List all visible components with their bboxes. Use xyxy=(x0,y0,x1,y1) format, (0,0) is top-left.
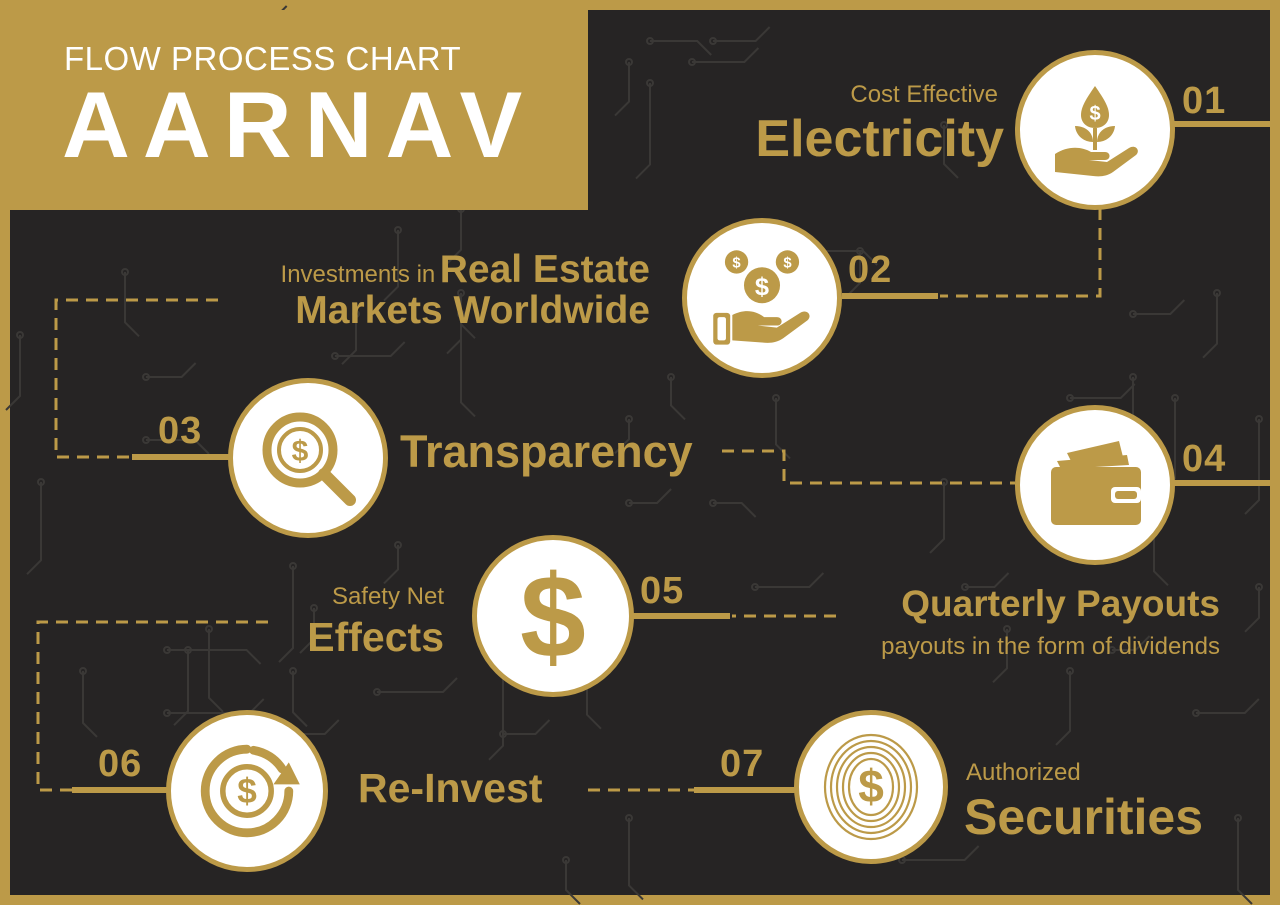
step-04-circle xyxy=(1015,405,1175,565)
step-02-number: 02 xyxy=(848,249,893,291)
step-02-circle: $ $ $ xyxy=(682,218,842,378)
svg-text:$: $ xyxy=(237,772,257,811)
chart-title: AARNAV xyxy=(62,72,536,177)
svg-text:$: $ xyxy=(1089,103,1100,125)
dollar-refresh-icon: $ xyxy=(200,744,300,838)
dashed-path-02-03 xyxy=(54,298,218,459)
step-04-label: Quarterly Payouts xyxy=(901,583,1220,624)
step-01-prelabel: Cost Effective xyxy=(850,81,998,108)
step-03-circle: $ xyxy=(228,378,388,538)
step-07-label: Securities xyxy=(964,789,1204,845)
step-06-circle: $ xyxy=(166,710,328,872)
plant-money-hand-icon: $ xyxy=(1055,86,1138,177)
svg-text:$: $ xyxy=(783,255,792,271)
step-07-number: 07 xyxy=(720,743,765,785)
step-05-circle: $ xyxy=(472,535,634,697)
dashed-path-03-04 xyxy=(722,449,1015,485)
dashed-path-01-02 xyxy=(940,208,1102,298)
step-02-text: Investments in Real Estate Markets World… xyxy=(280,248,650,332)
step-02-label-line2: Markets Worldwide xyxy=(295,288,650,332)
fingerprint-dollar-icon: $ xyxy=(823,733,919,841)
wallet-icon xyxy=(1051,441,1141,525)
step-01-number: 01 xyxy=(1182,80,1227,122)
dollar-sign-icon: $ xyxy=(520,561,586,671)
coins-hand-icon: $ $ $ xyxy=(713,250,810,345)
svg-text:$: $ xyxy=(292,435,309,468)
dollar-magnifier-icon: $ xyxy=(262,412,356,506)
step-06-label: Re-Invest xyxy=(358,765,543,811)
step-05-number: 05 xyxy=(640,570,685,612)
title-banner xyxy=(10,10,588,210)
chart-subtitle: FLOW PROCESS CHART xyxy=(64,40,462,77)
step-05-label: Effects xyxy=(307,614,444,660)
svg-text:$: $ xyxy=(732,255,741,271)
step-03-label: Transparency xyxy=(400,426,693,477)
step-02-prelabel: Investments in xyxy=(280,261,436,288)
svg-text:$: $ xyxy=(520,561,586,671)
step-01-label: Electricity xyxy=(755,110,1004,168)
step-01-circle: $ xyxy=(1015,50,1175,210)
step-04-postlabel: payouts in the form of dividends xyxy=(881,633,1220,660)
step-05-prelabel: Safety Net xyxy=(331,583,444,610)
step-07-circle: $ xyxy=(794,710,948,864)
step-03-number: 03 xyxy=(158,410,203,452)
svg-text:$: $ xyxy=(858,760,884,812)
step-02-label: Real Estate xyxy=(439,248,650,291)
step-07-prelabel: Authorized xyxy=(966,759,1081,786)
svg-text:$: $ xyxy=(755,273,769,301)
step-04-number: 04 xyxy=(1182,438,1227,480)
step-06-number: 06 xyxy=(98,743,143,785)
